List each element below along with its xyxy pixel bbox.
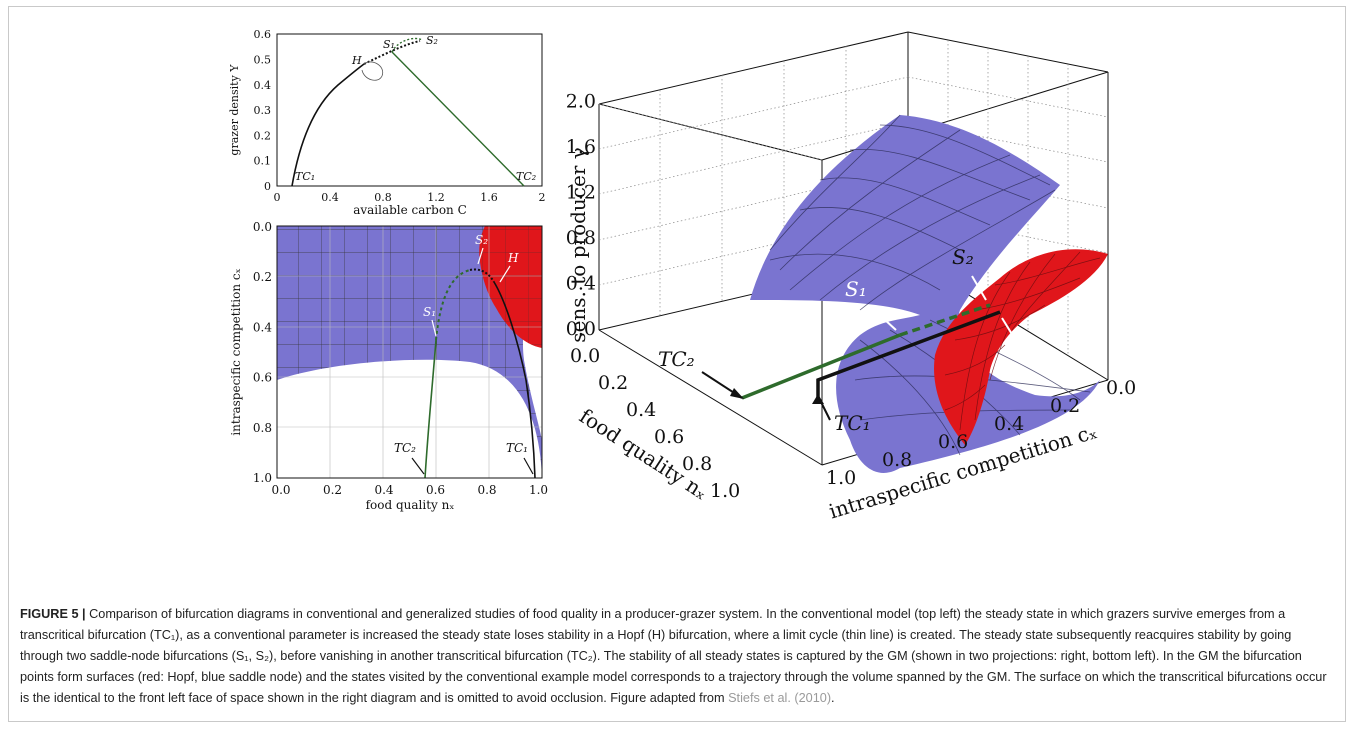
bottom-y-ticks: 0.0 0.2 0.4 0.6 0.8 1.0 (253, 220, 272, 485)
hopf-surface (934, 249, 1108, 445)
top-y-tick: 0.3 (254, 104, 272, 117)
bottom-y-label: intraspecific competition cₓ (229, 268, 243, 435)
z-axis-label: sens. to producer γ (566, 147, 590, 342)
top-x-tick: 0.8 (374, 191, 392, 204)
y-tick-3d: 0.6 (938, 431, 968, 453)
bottom-label-h: H (507, 251, 519, 265)
y-ticks-3d: 1.0 0.8 0.6 0.4 0.2 0.0 (826, 377, 1136, 489)
bottom-black-branch (493, 281, 536, 478)
figure-frame (8, 6, 1346, 722)
top-x-label: available carbon C (353, 203, 467, 217)
z-tick: 0.0 (566, 318, 596, 340)
panel-3d: TC₂ TC₁ S₁ S₂ H 0.00.40.81.21.62.0 0.00.… (566, 31, 1136, 524)
top-label-h: H (351, 54, 362, 67)
x-tick-3d: 0.2 (598, 372, 628, 394)
top-panel: 0 0.1 0.2 0.3 0.4 0.5 0.6 0 0.4 0.8 1.2 1.6 2 graze… (228, 28, 546, 217)
y-tick-3d: 0.2 (1050, 395, 1080, 417)
top-y-tick: 0.2 (254, 129, 272, 142)
bottom-x-label: food quality nₓ (366, 498, 455, 512)
top-y-tick: 0 (264, 180, 271, 193)
top-stable-branch (291, 63, 365, 187)
top-x-ticks: 0 0.4 0.8 1.2 1.6 2 (274, 191, 546, 204)
bottom-y-tick: 0.0 (253, 220, 272, 234)
bottom-x-tick: 0.2 (323, 483, 342, 497)
bottom-green-dashed (435, 269, 471, 341)
z-tick: 2.0 (566, 91, 596, 113)
top-green-branch (391, 51, 525, 187)
trajectory-black (816, 310, 1001, 398)
bottom-y-tick: 1.0 (253, 471, 272, 485)
z-tick: 0.8 (566, 227, 596, 249)
top-y-ticks: 0 0.1 0.2 0.3 0.4 0.5 0.6 (254, 28, 272, 193)
x-tick-3d: 0.6 (654, 426, 684, 448)
caption-text: Comparison of bifurcation diagrams in co… (20, 607, 1327, 705)
bottom-y-tick: 0.6 (253, 371, 272, 385)
y-tick-3d: 1.0 (826, 467, 856, 489)
bottom-label-s2: S₂ (475, 233, 488, 247)
bottom-panel: 0.0 0.2 0.4 0.6 0.8 1.0 0.0 0.2 0.4 0.6 0.8 1.0 in… (229, 220, 548, 512)
label3d-tc1: TC₁ (834, 411, 871, 435)
top-y-tick: 0.1 (254, 155, 272, 168)
top-x-tick: 1.6 (480, 191, 498, 204)
figure-graphics: 0 0.1 0.2 0.3 0.4 0.5 0.6 0 0.4 0.8 1.2 1.6 2 graze… (228, 28, 1136, 524)
top-label-tc2: TC₂ (516, 170, 536, 183)
top-y-label: grazer density Y (228, 64, 241, 156)
x-tick-3d: 0.4 (626, 399, 656, 421)
bottom-label-s1: S₁ (423, 305, 436, 319)
y-tick-3d: 0.0 (1106, 377, 1136, 399)
bottom-x-tick: 0.0 (271, 483, 290, 497)
trajectory-green-dashed (899, 303, 991, 337)
z-tick: 0.4 (566, 273, 596, 295)
saddle-node-surface (750, 115, 1100, 473)
bottom-x-tick: 1.0 (529, 483, 548, 497)
caption-citation-link[interactable]: Stiefs et al. (2010) (728, 691, 832, 705)
top-x-tick: 0 (274, 191, 281, 204)
top-y-tick: 0.6 (254, 28, 272, 41)
bottom-y-tick: 0.2 (253, 270, 272, 284)
bottom-label-tc1: TC₁ (506, 441, 528, 455)
caption-end: . (831, 691, 835, 705)
y-tick-3d: 0.8 (882, 449, 912, 471)
z-tick: 1.6 (566, 136, 596, 158)
bottom-x-tick: 0.8 (477, 483, 496, 497)
bottom-y-tick: 0.8 (253, 421, 272, 435)
x-tick-3d: 0.0 (570, 345, 600, 367)
label3d-s2: S₂ (952, 245, 974, 269)
top-label-s2: S₂ (426, 34, 438, 47)
top-x-tick: 1.2 (427, 191, 445, 204)
figure-caption: FIGURE 5 | Comparison of bifurcation dia… (20, 604, 1336, 709)
top-label-s1: S₁ (383, 38, 395, 51)
bottom-y-tick: 0.4 (253, 320, 272, 334)
bottom-x-tick: 0.6 (426, 483, 445, 497)
figure-label: FIGURE 5 | (20, 607, 86, 621)
z-ticks: 0.0 0.4 0.8 1.2 1.6 2.0 (566, 91, 596, 341)
top-x-tick: 2 (539, 191, 546, 204)
z-tick: 1.2 (566, 182, 596, 204)
top-y-tick: 0.5 (254, 54, 272, 67)
top-green-dashed (391, 37, 423, 53)
top-label-tc1: TC₁ (295, 170, 315, 183)
top-limit-cycle (361, 61, 384, 81)
x-ticks-3d: 0.0 0.2 0.4 0.6 0.8 1.0 (570, 345, 740, 502)
label3d-tc2: TC₂ (658, 347, 695, 371)
top-y-tick: 0.4 (254, 79, 272, 92)
bottom-x-tick: 0.4 (374, 483, 393, 497)
label3d-h: H (1017, 341, 1036, 365)
bottom-green-branch (424, 339, 437, 478)
top-unstable-branch (363, 40, 421, 65)
bottom-label-tc2: TC₂ (394, 441, 416, 455)
bottom-black-dashed (469, 268, 495, 283)
label3d-s1: S₁ (845, 277, 867, 301)
top-x-tick: 0.4 (321, 191, 339, 204)
trajectory-green (741, 333, 901, 400)
x-tick-3d: 0.8 (682, 453, 712, 475)
x-tick-3d: 1.0 (710, 480, 740, 502)
y-tick-3d: 0.4 (994, 413, 1024, 435)
bottom-x-ticks: 0.0 0.2 0.4 0.6 0.8 1.0 (271, 483, 548, 497)
